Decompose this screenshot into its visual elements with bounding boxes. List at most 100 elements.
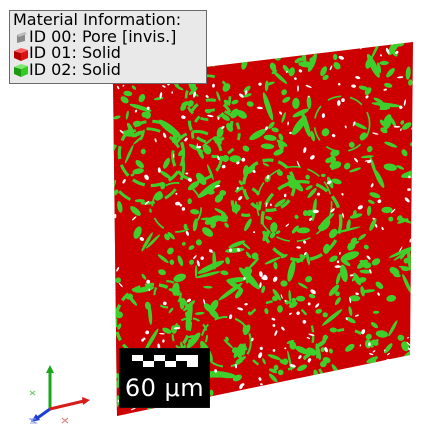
green-blob — [200, 217, 215, 221]
pore-spot — [329, 65, 333, 71]
green-blob — [325, 157, 333, 164]
pore-spot — [404, 197, 410, 203]
green-blob — [141, 273, 147, 280]
green-blob — [308, 293, 316, 299]
green-blob — [268, 121, 275, 129]
pore-spot — [148, 288, 151, 291]
pore-spot — [252, 231, 256, 234]
green-ring — [171, 130, 224, 182]
pore-spot — [243, 277, 246, 280]
green-blob — [363, 244, 369, 250]
green-ring — [315, 328, 377, 389]
legend-item-solid-2[interactable]: ID 02: Solid — [13, 61, 202, 79]
green-blob — [131, 130, 144, 138]
pore-spot — [212, 83, 215, 88]
pore-spot — [372, 217, 375, 220]
pore-spot — [330, 208, 335, 213]
green-blob — [401, 149, 408, 157]
axes-triad-icon — [28, 365, 90, 424]
green-blob — [277, 369, 284, 376]
pore-spot — [408, 175, 411, 179]
green-blob — [402, 273, 412, 293]
green-blob — [202, 138, 213, 147]
pore-spot — [200, 256, 204, 260]
pore-spot — [108, 261, 113, 264]
green-blob — [208, 370, 237, 379]
green-blob — [367, 199, 375, 205]
green-blob — [186, 332, 201, 349]
green-blob — [197, 180, 221, 198]
green-blob — [226, 46, 238, 55]
pore-spot — [236, 248, 241, 252]
pore-spot — [236, 394, 239, 398]
green-blob — [379, 107, 391, 110]
pore-spot — [144, 174, 149, 180]
legend-item-solid-1[interactable]: ID 01: Solid — [13, 44, 202, 62]
pore-spot — [284, 418, 289, 421]
pore-spot — [331, 134, 336, 138]
green-blob — [132, 168, 144, 175]
pore-spot — [193, 91, 196, 98]
green-blob — [333, 53, 338, 61]
pore-spot — [274, 330, 278, 336]
red-cube-icon — [13, 46, 28, 61]
pore-spot — [413, 378, 416, 381]
green-blob — [345, 404, 355, 416]
pore-spot — [259, 282, 262, 288]
pore-spot — [388, 364, 391, 368]
legend-item-pore[interactable]: ID 00: Pore [invis.] — [13, 28, 202, 46]
green-blob — [384, 82, 393, 88]
green-blob — [276, 139, 288, 147]
pore-spot — [146, 279, 151, 284]
pore-spot — [351, 402, 358, 405]
pore-spot — [296, 246, 301, 249]
green-blob — [269, 62, 277, 71]
pore-spot — [341, 98, 345, 102]
green-blob — [349, 213, 363, 219]
green-blob — [289, 341, 297, 350]
pore-spot — [336, 260, 340, 264]
pore-spot — [288, 312, 292, 315]
green-blob — [113, 115, 121, 120]
pore-spot — [197, 145, 202, 149]
green-blob — [365, 57, 373, 69]
green-blob — [398, 356, 404, 364]
pore-spot — [169, 410, 173, 414]
green-blob — [335, 291, 340, 297]
green-blob — [209, 389, 214, 396]
pore-spot — [316, 192, 321, 196]
green-blob — [365, 383, 378, 389]
green-blob — [123, 90, 133, 97]
pore-spot — [342, 212, 345, 218]
green-blob — [366, 146, 373, 153]
pore-spot — [122, 179, 126, 184]
pore-spot — [341, 193, 344, 196]
pore-spot — [273, 389, 277, 393]
green-blob — [400, 252, 406, 260]
green-blob — [350, 396, 356, 401]
green-blob — [328, 396, 338, 400]
green-ring — [260, 179, 343, 262]
green-blob — [181, 241, 186, 246]
green-blob — [280, 48, 291, 57]
green-blob — [407, 247, 412, 270]
green-blob — [348, 295, 361, 302]
green-blob — [274, 198, 286, 208]
green-blob — [346, 219, 351, 232]
green-blob — [141, 232, 153, 252]
green-blob — [113, 247, 115, 254]
pore-spot — [365, 95, 369, 99]
green-blob — [216, 91, 221, 102]
pore-spot — [236, 186, 239, 190]
pore-spot — [113, 98, 114, 102]
pore-spot — [416, 391, 419, 396]
green-blob — [225, 257, 230, 265]
green-blob — [261, 285, 266, 294]
pore-spot — [239, 384, 243, 390]
pore-spot — [207, 114, 214, 118]
pore-spot — [186, 298, 192, 303]
green-blob — [207, 189, 215, 195]
scale-bar-label: 60 μm — [124, 374, 205, 402]
green-blob — [144, 301, 151, 310]
